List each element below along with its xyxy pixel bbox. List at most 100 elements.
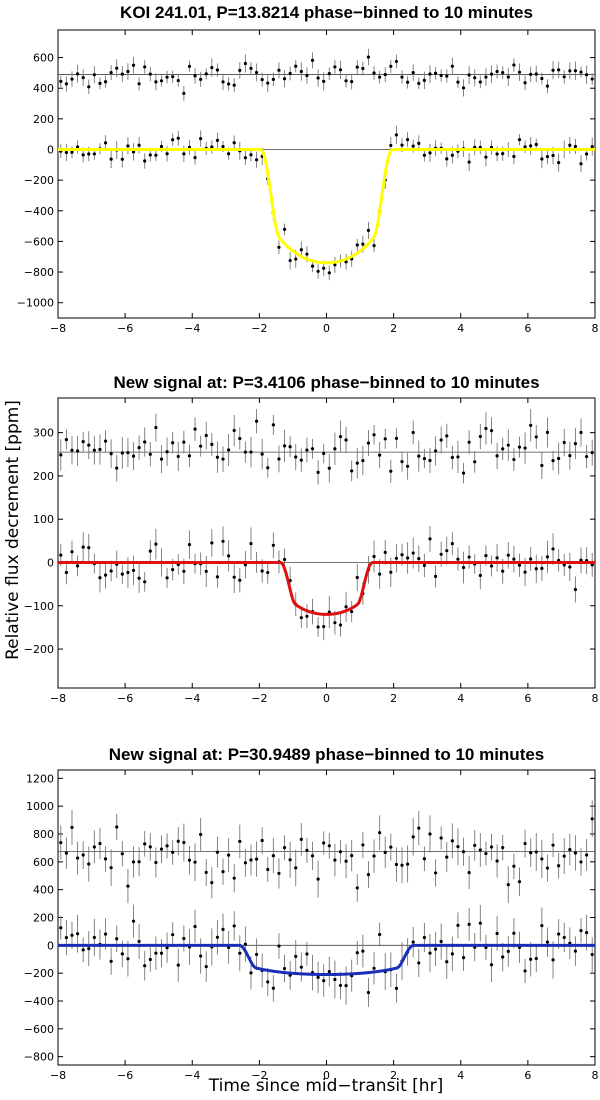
data-point bbox=[221, 927, 225, 931]
data-point bbox=[64, 82, 68, 86]
data-point bbox=[338, 434, 343, 439]
data-point bbox=[131, 454, 136, 458]
data-point bbox=[439, 73, 443, 78]
y-tick-label: −400 bbox=[24, 205, 54, 218]
y-tick-label: 300 bbox=[33, 427, 54, 440]
data-point bbox=[81, 545, 85, 549]
y-tick-label: −200 bbox=[24, 967, 54, 980]
data-point bbox=[372, 554, 376, 559]
data-point bbox=[417, 826, 421, 830]
data-point bbox=[489, 845, 494, 849]
data-point bbox=[445, 549, 449, 553]
data-point bbox=[322, 841, 326, 845]
data-point bbox=[215, 455, 220, 459]
data-point bbox=[120, 852, 124, 856]
data-point bbox=[232, 924, 236, 928]
data-point bbox=[70, 150, 74, 154]
data-point bbox=[215, 575, 220, 579]
data-point bbox=[545, 155, 550, 159]
data-point bbox=[137, 446, 141, 450]
data-point bbox=[148, 549, 152, 553]
data-point bbox=[322, 266, 326, 270]
data-point bbox=[176, 839, 180, 843]
data-point bbox=[131, 568, 136, 573]
x-tick-label: 8 bbox=[592, 322, 599, 335]
data-point bbox=[126, 570, 130, 575]
data-point bbox=[87, 443, 91, 447]
data-point bbox=[585, 853, 589, 857]
data-point bbox=[422, 935, 426, 940]
data-point bbox=[517, 880, 522, 884]
data-point bbox=[126, 144, 130, 148]
data-point bbox=[445, 157, 449, 161]
data-point bbox=[534, 567, 538, 571]
data-point bbox=[310, 58, 315, 62]
data-point bbox=[489, 963, 494, 967]
data-point bbox=[473, 843, 477, 847]
data-point bbox=[70, 77, 74, 81]
data-point bbox=[568, 143, 572, 147]
data-point bbox=[361, 459, 365, 463]
data-point bbox=[327, 969, 331, 974]
data-point bbox=[316, 877, 320, 881]
data-point bbox=[478, 434, 482, 439]
x-tick-label: 4 bbox=[457, 692, 464, 705]
data-point bbox=[350, 854, 354, 858]
data-point bbox=[344, 859, 348, 863]
data-point bbox=[266, 81, 270, 85]
data-point bbox=[557, 456, 561, 461]
data-point bbox=[137, 82, 141, 86]
data-point bbox=[366, 55, 371, 59]
chart-title: New signal at: P=3.4106 phase−binned to … bbox=[113, 373, 539, 392]
data-point bbox=[316, 625, 320, 629]
y-tick-label: 200 bbox=[33, 912, 54, 925]
x-tick-label: −2 bbox=[251, 692, 267, 705]
data-point bbox=[450, 839, 454, 843]
data-point bbox=[176, 454, 180, 459]
data-point bbox=[529, 557, 533, 561]
chart-panel-3: New signal at: P=30.9489 phase−binned to… bbox=[24, 745, 599, 1082]
data-point bbox=[171, 138, 175, 142]
data-point bbox=[411, 430, 415, 435]
data-point bbox=[109, 70, 113, 75]
data-point bbox=[310, 447, 315, 451]
data-point bbox=[551, 958, 555, 962]
data-point bbox=[126, 451, 130, 455]
data-point bbox=[260, 569, 264, 573]
data-point bbox=[361, 949, 365, 953]
data-point bbox=[495, 859, 499, 863]
data-point bbox=[383, 550, 387, 554]
data-point bbox=[165, 844, 169, 848]
data-point bbox=[327, 72, 331, 76]
data-point bbox=[338, 68, 343, 72]
data-point bbox=[64, 851, 68, 855]
data-point bbox=[428, 832, 432, 836]
data-point bbox=[288, 445, 292, 449]
data-point bbox=[517, 138, 522, 142]
x-tick-label: 4 bbox=[457, 1069, 464, 1082]
data-point bbox=[103, 573, 108, 577]
data-point bbox=[590, 451, 594, 455]
data-point bbox=[473, 76, 477, 80]
data-point bbox=[143, 842, 147, 846]
data-point bbox=[322, 79, 326, 83]
data-point bbox=[316, 975, 320, 979]
data-point bbox=[199, 832, 203, 837]
transit-model-curve bbox=[58, 943, 595, 977]
y-tick-label: −800 bbox=[24, 1051, 54, 1064]
data-point bbox=[249, 66, 253, 70]
data-point bbox=[148, 452, 152, 456]
data-point bbox=[221, 539, 225, 543]
data-point bbox=[361, 843, 365, 847]
data-point bbox=[260, 452, 264, 456]
data-point bbox=[310, 264, 315, 268]
data-point bbox=[417, 961, 421, 965]
data-point bbox=[579, 929, 583, 933]
data-point bbox=[126, 69, 130, 74]
transit-model-curve bbox=[58, 560, 595, 616]
y-tick-label: 1200 bbox=[26, 772, 54, 785]
data-point bbox=[400, 75, 404, 79]
data-point bbox=[92, 73, 96, 77]
data-point bbox=[394, 986, 399, 990]
data-point bbox=[187, 64, 192, 68]
